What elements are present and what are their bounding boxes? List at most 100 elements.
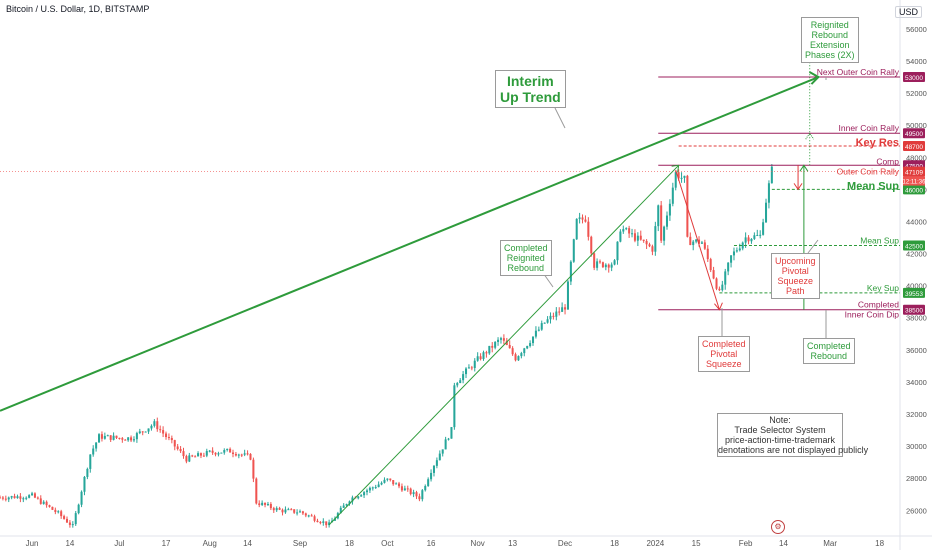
upcoming-callout-pointer [807,239,819,254]
level-label: Outer Coin Rally [837,167,900,177]
level-price-tag [903,141,925,152]
candle-body [715,278,718,289]
candle-body [377,484,380,488]
candle-body [365,490,369,493]
candle-body [398,483,401,487]
candle-body [261,502,264,506]
candle-body [459,380,462,384]
candle-body [348,501,351,505]
x-tick-label: Mar [823,539,837,548]
level-label: Completed [858,300,899,310]
candle-body [63,516,66,519]
candle-body [767,183,770,203]
candle-body [770,166,773,184]
candle-body [380,482,383,485]
level-price-tag-text: 46000 [905,187,923,194]
candle-body [48,505,51,507]
candle-body [395,483,398,485]
completed-rebound-callout: Completed Rebound [803,338,855,364]
candle-body [322,521,325,523]
candle-body [709,259,712,271]
candle-body [651,246,654,252]
candle-body [144,431,147,433]
candle-body [406,488,409,490]
candle-body [0,497,2,499]
candle-body [491,345,494,348]
candle-body [217,453,220,455]
candle-body [229,448,232,453]
candle-body [296,512,299,514]
candle-body [604,264,607,268]
candle-body [208,450,211,452]
level-price-tag [903,128,925,139]
candle-body [584,219,587,222]
candle-body [514,354,517,361]
candle-body [176,446,179,450]
candle-body [39,498,42,504]
countdown-text: 12:11:36 [903,180,927,186]
level-price-tag-text: 53000 [905,75,923,82]
candle-body [281,509,284,513]
candle-body [421,490,424,500]
candle-body [374,487,377,489]
level-label: Next Outer Coin Rally [817,67,900,77]
y-tick-label: 42000 [906,250,927,259]
candle-body [313,516,316,521]
candle-body [453,385,456,428]
candle-body [511,348,514,355]
candle-body [540,323,543,330]
candle-body [494,342,497,348]
candle-body [284,509,287,513]
candle-body [290,509,293,511]
pivotal-squeeze-line [675,169,720,310]
candle-body [636,235,639,241]
candle-body [307,515,310,517]
candle-body [368,487,371,491]
candle-body [65,518,69,523]
currency-label[interactable]: USD [894,6,922,18]
candle-body [237,454,240,456]
candle-body [735,250,738,252]
candle-body [648,244,651,247]
y-tick-label: 26000 [906,506,927,515]
candle-body [759,234,762,236]
candle-body [543,322,546,324]
candle-body [689,236,692,246]
y-tick-label: 34000 [906,378,927,387]
extension-arrow [805,132,815,140]
candle-body [479,356,482,360]
candle-body [179,449,182,452]
level-price-tag-text: 47109 [905,170,923,177]
y-tick-label: 30000 [906,442,927,451]
candle-body [115,435,118,438]
level-price-tag [903,304,925,315]
candle-body [642,239,645,241]
candle-body [89,454,92,469]
candle-body [86,468,89,477]
candle-body [298,511,302,513]
candle-body [223,450,226,453]
candle-body [654,226,657,252]
candle-body [645,240,648,245]
candle-body [301,511,304,514]
candle-body [231,452,235,454]
candle-body [339,507,342,514]
y-tick-label: 52000 [906,89,927,98]
candle-body [68,522,71,525]
completed-reignited-rebound-callout: Completed Reignited Rebound [500,240,552,276]
candle-body [25,497,28,499]
candle-body [389,478,392,481]
level-price-tag [903,287,925,298]
level-price-tag-text: 48700 [905,144,923,151]
candle-body [473,360,476,368]
candle-body [392,480,395,485]
candle-body [520,353,523,357]
reignited-rebound-arrow [671,164,680,173]
candle-body [718,288,721,291]
x-tick-label: Nov [471,539,485,548]
candle-body [531,336,535,344]
candle-body [71,524,74,526]
candle-body [747,237,750,242]
level-label: Mean Sup [847,180,899,192]
